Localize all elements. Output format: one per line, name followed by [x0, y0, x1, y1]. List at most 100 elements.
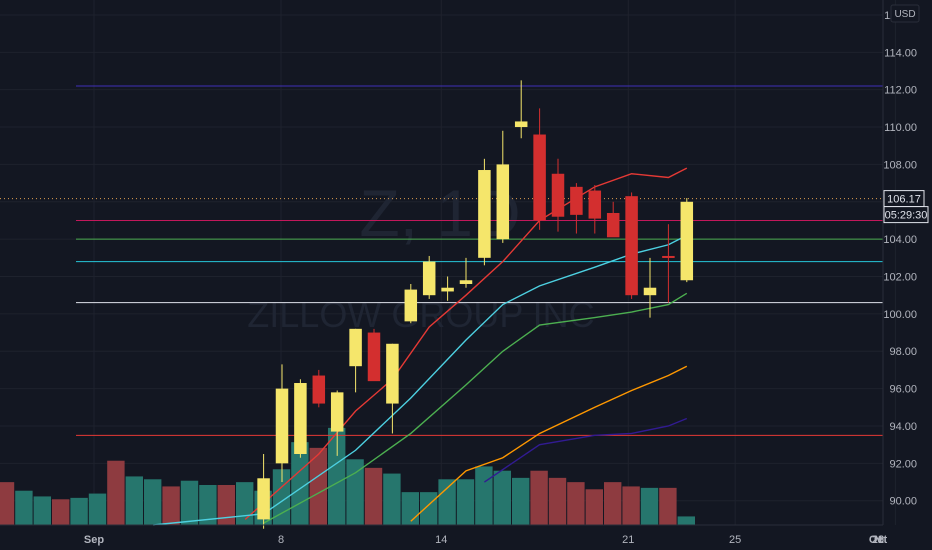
- candle-body[interactable]: [643, 287, 657, 296]
- moving-averages: [153, 167, 688, 526]
- volume-bar: [420, 492, 438, 525]
- volume-bar: [15, 490, 33, 525]
- volume-bar: [383, 473, 401, 525]
- volume-bar: [585, 489, 603, 525]
- volume-bar: [180, 480, 199, 525]
- y-tick-label[interactable]: 98.00: [889, 346, 917, 358]
- volume-bar: [162, 486, 180, 525]
- candle-body[interactable]: [588, 190, 602, 219]
- candle-body[interactable]: [404, 289, 418, 322]
- candle-body[interactable]: [662, 255, 675, 258]
- candle-body[interactable]: [330, 392, 344, 432]
- y-tick-label[interactable]: 102.00: [883, 272, 917, 284]
- x-tick-label[interactable]: Sep: [84, 534, 104, 546]
- last-price-label: 106.17: [887, 194, 921, 206]
- volume-bar: [640, 487, 659, 525]
- y-tick-label[interactable]: 96.00: [889, 384, 917, 396]
- candle-body[interactable]: [551, 173, 565, 217]
- volume-bars: [0, 427, 695, 525]
- moving-average-line: [153, 234, 688, 526]
- volume-bar: [548, 477, 567, 525]
- volume-bar: [567, 482, 585, 525]
- volume-bar: [659, 487, 677, 525]
- countdown-label: 05:29:30: [885, 210, 928, 222]
- candle-body[interactable]: [349, 328, 362, 367]
- x-tick-label[interactable]: 21: [622, 534, 634, 546]
- currency-label[interactable]: USD: [894, 9, 915, 20]
- candle-body[interactable]: [514, 121, 528, 128]
- countdown-tag: [883, 206, 929, 224]
- candle-body[interactable]: [680, 201, 694, 281]
- candle-body[interactable]: [625, 196, 638, 296]
- volume-bar: [291, 442, 309, 525]
- x-tick-label[interactable]: Oct: [869, 534, 888, 546]
- y-tick-label[interactable]: 92.00: [889, 458, 917, 470]
- candle-body[interactable]: [294, 383, 307, 455]
- candle-body[interactable]: [533, 134, 546, 221]
- candle-body[interactable]: [367, 332, 381, 382]
- volume-bar: [0, 482, 15, 525]
- y-tick-label[interactable]: 112.00: [884, 85, 917, 97]
- y-tick-label[interactable]: 114.00: [884, 47, 917, 59]
- candle-body[interactable]: [422, 261, 436, 296]
- y-tick-label[interactable]: 108.00: [883, 159, 917, 171]
- volume-bar: [107, 460, 125, 525]
- x-tick-label[interactable]: 14: [435, 534, 447, 546]
- y-tick-label[interactable]: 110.00: [884, 122, 917, 134]
- x-tick-label[interactable]: 26: [872, 534, 884, 546]
- volume-bar: [70, 497, 88, 525]
- currency-box[interactable]: [890, 4, 920, 23]
- volume-bar: [125, 476, 143, 525]
- moving-average-line: [410, 365, 688, 522]
- volume-bar: [199, 485, 217, 525]
- candle-body[interactable]: [478, 170, 491, 258]
- volume-bar: [512, 477, 530, 525]
- volume-bar: [456, 479, 475, 525]
- y-tick-label[interactable]: 90.00: [889, 496, 917, 508]
- volume-bar: [309, 447, 327, 525]
- volume-bar: [144, 479, 162, 525]
- x-tick-label[interactable]: 25: [729, 534, 741, 546]
- volume-bar: [217, 485, 235, 525]
- y-tick-label[interactable]: 100.00: [883, 309, 917, 321]
- volume-bar: [493, 470, 511, 525]
- x-tick-label[interactable]: N: [874, 534, 882, 546]
- volume-bar: [364, 467, 383, 525]
- candle-body[interactable]: [386, 343, 399, 404]
- moving-average-line: [244, 167, 688, 520]
- volume-bar: [33, 496, 51, 525]
- volume-bar: [236, 482, 254, 525]
- candle-body[interactable]: [275, 388, 289, 464]
- watermark: Z, 1D ZILLOW GROUP INC: [247, 176, 594, 335]
- candle-body[interactable]: [441, 287, 454, 292]
- moving-average-line: [484, 417, 688, 483]
- volume-bar: [328, 427, 346, 525]
- candle-body[interactable]: [570, 186, 583, 215]
- price-tags: USD 106.17 05:29:30: [883, 4, 929, 224]
- y-tick-label[interactable]: 104.00: [883, 234, 917, 246]
- candle-body[interactable]: [257, 478, 270, 520]
- volume-bar: [475, 466, 493, 525]
- candles[interactable]: [257, 80, 694, 529]
- y-tick-label[interactable]: 94.00: [889, 421, 917, 433]
- volume-bar: [622, 486, 640, 525]
- candle-body[interactable]: [606, 212, 620, 238]
- x-tick-label[interactable]: 19: [872, 534, 884, 546]
- volume-bar: [88, 493, 107, 525]
- watermark-company-name: ZILLOW GROUP INC: [247, 294, 594, 335]
- volume-bar: [401, 492, 419, 525]
- volume-bar: [52, 499, 70, 525]
- axes: [0, 0, 884, 526]
- x-tick-label[interactable]: 8: [278, 534, 284, 546]
- candle-body[interactable]: [496, 164, 510, 240]
- volume-bar: [530, 470, 548, 525]
- watermark-symbol: Z, 1D: [359, 176, 520, 250]
- candle-body[interactable]: [459, 280, 473, 284]
- candle-body[interactable]: [312, 375, 326, 404]
- volume-bar: [677, 516, 695, 525]
- volume-bar: [438, 479, 456, 525]
- volume-bar: [604, 482, 622, 525]
- x-tick-label[interactable]: 12: [872, 534, 884, 546]
